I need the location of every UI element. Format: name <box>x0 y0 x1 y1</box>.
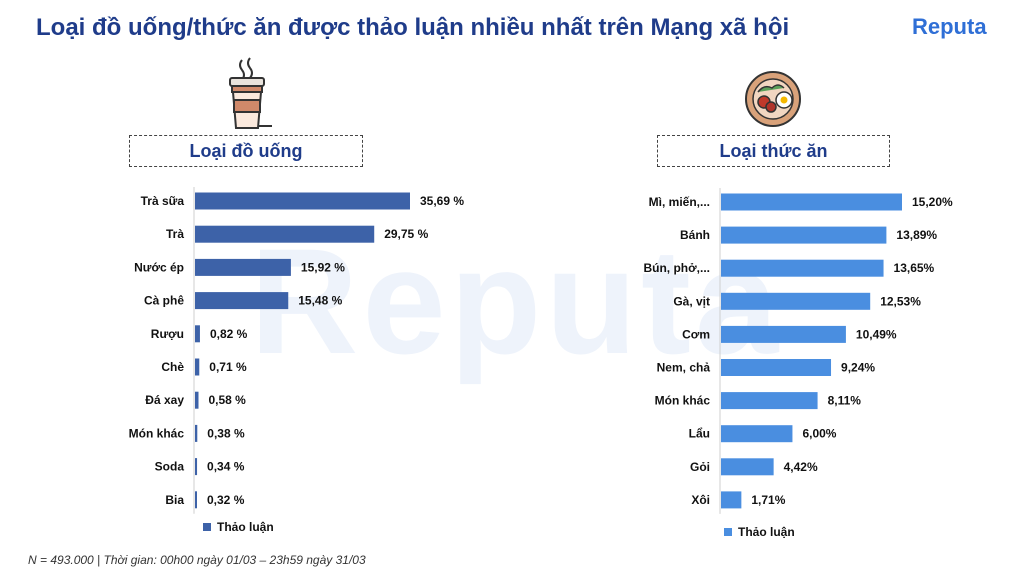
food-plate-icon <box>744 70 802 133</box>
food-value-label: 15,20% <box>912 195 953 209</box>
food-category-label: Gỏi <box>690 460 710 474</box>
food-value-label: 12,53% <box>880 294 921 308</box>
drinks-bar <box>195 391 199 409</box>
food-category-label: Bún, phở,... <box>643 261 710 275</box>
food-section-title: Loại thức ăn <box>657 135 890 167</box>
drinks-category-label: Trà sữa <box>141 194 185 208</box>
drinks-category-label: Đá xay <box>145 393 184 407</box>
drinks-value-label: 0,32 % <box>207 493 245 507</box>
drinks-legend-label: Thảo luận <box>217 520 274 534</box>
brand-logo: Reputa <box>912 14 987 39</box>
food-bar <box>721 226 887 244</box>
drinks-value-label: 15,48 % <box>298 294 342 308</box>
food-value-label: 13,65% <box>894 261 935 275</box>
food-bar <box>721 259 884 277</box>
food-value-label: 13,89% <box>896 228 937 242</box>
food-category-label: Cơm <box>682 327 710 341</box>
food-category-label: Lẩu <box>689 427 710 441</box>
drinks-bar <box>195 192 410 210</box>
food-bar <box>721 458 774 476</box>
food-legend-swatch <box>724 528 732 536</box>
drinks-bar <box>195 325 200 343</box>
food-bar <box>721 491 742 509</box>
food-value-label: 9,24% <box>841 361 875 375</box>
food-bar <box>721 359 832 376</box>
drinks-bar <box>195 458 198 476</box>
drinks-value-label: 0,71 % <box>209 360 247 374</box>
food-legend: Thảo luận <box>724 525 795 539</box>
food-bar <box>721 392 818 410</box>
coffee-cup-icon <box>222 56 274 137</box>
food-category-label: Xôi <box>691 493 710 507</box>
food-bar <box>721 292 871 310</box>
drinks-legend: Thảo luận <box>203 520 274 534</box>
drinks-value-label: 15,92 % <box>301 260 345 274</box>
drinks-bar <box>195 491 197 509</box>
food-legend-label: Thảo luận <box>738 525 795 539</box>
food-category-label: Bánh <box>680 228 710 242</box>
drinks-value-label: 0,34 % <box>207 460 245 474</box>
food-category-label: Mì, miến,... <box>649 195 710 209</box>
food-category-label: Nem, chả <box>657 361 711 375</box>
drinks-category-label: Rượu <box>151 327 184 341</box>
drinks-category-label: Bia <box>165 493 184 507</box>
drinks-category-label: Trà <box>166 227 184 241</box>
drinks-bar <box>195 358 200 376</box>
food-value-label: 8,11% <box>828 394 862 408</box>
drinks-bar <box>195 424 198 442</box>
drinks-value-label: 29,75 % <box>384 227 428 241</box>
food-value-label: 10,49% <box>856 327 897 341</box>
drinks-bar <box>195 258 291 276</box>
food-bar <box>721 425 793 443</box>
drinks-category-label: Món khác <box>129 426 185 440</box>
food-value-label: 6,00% <box>802 427 836 441</box>
footer-note: N = 493.000 | Thời gian: 00h00 ngày 01/0… <box>28 553 366 567</box>
drinks-category-label: Chè <box>161 360 184 374</box>
drinks-bar <box>195 225 375 243</box>
drinks-category-label: Soda <box>155 460 185 474</box>
food-value-label: 4,42% <box>784 460 818 474</box>
drinks-value-label: 0,38 % <box>207 426 245 440</box>
drinks-value-label: 0,82 % <box>210 327 248 341</box>
drinks-bar <box>195 292 289 310</box>
drinks-category-label: Nước ép <box>134 260 184 274</box>
drinks-value-label: 35,69 % <box>420 194 464 208</box>
food-category-label: Món khác <box>655 394 711 408</box>
food-bar <box>721 193 902 211</box>
food-bar <box>721 325 846 343</box>
drinks-section-title: Loại đồ uống <box>129 135 363 167</box>
brand-watermark: Reputa <box>250 217 783 385</box>
drinks-legend-swatch <box>203 523 211 531</box>
drinks-value-label: 0,58 % <box>208 393 246 407</box>
food-value-label: 1,71% <box>751 493 785 507</box>
page-title: Loại đồ uống/thức ăn được thảo luận nhiề… <box>36 14 790 41</box>
drinks-category-label: Cà phê <box>144 294 184 308</box>
food-category-label: Gà, vịt <box>673 294 710 308</box>
